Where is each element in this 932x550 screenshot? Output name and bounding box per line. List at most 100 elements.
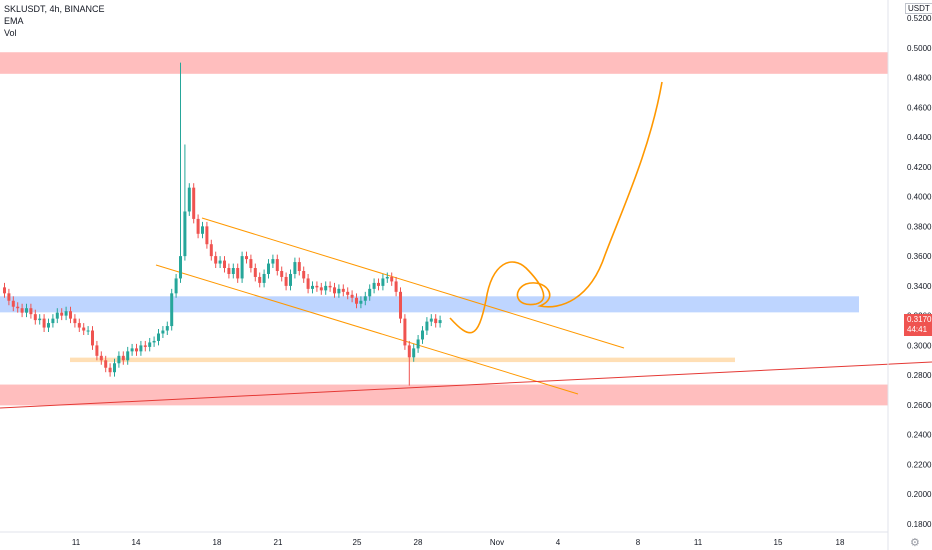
time-tick-label: 28 (414, 538, 423, 547)
candle-body (302, 271, 306, 279)
candle-body (319, 287, 323, 291)
candle-body (377, 282, 380, 286)
candle-body (284, 276, 288, 286)
candle-body (385, 276, 389, 279)
candle-body (179, 256, 182, 279)
candle-body (69, 311, 72, 319)
candle-body (7, 293, 11, 301)
candle-body (438, 320, 442, 324)
candle-body (249, 259, 253, 269)
candle-body (77, 323, 81, 328)
time-tick-label: 11 (72, 538, 81, 547)
price-tick-label: 0.4200 (907, 163, 932, 172)
ascending-trend-line (0, 361, 932, 409)
candle-body (104, 360, 108, 368)
candle-body (394, 281, 398, 292)
currency-label[interactable]: USDT (905, 3, 932, 14)
price-tick-label: 0.2400 (907, 431, 932, 440)
candle-body (183, 211, 187, 257)
candle-body (11, 300, 15, 307)
candle-body (434, 318, 438, 324)
candle-body (267, 263, 270, 274)
candle-body (174, 278, 178, 294)
price-tick-label: 0.3000 (907, 341, 932, 350)
candle-body (135, 348, 138, 352)
candle-body (152, 340, 156, 343)
chart-legend: SKLUSDT, 4h, BINANCE EMA Vol (4, 3, 105, 39)
candle-body (139, 345, 143, 352)
candle-body (99, 355, 103, 361)
candle-body (293, 262, 297, 274)
candle-body (214, 256, 218, 264)
candle-body (363, 296, 367, 301)
gear-icon[interactable]: ⚙ (910, 537, 920, 549)
candle-body (55, 312, 59, 319)
price-tick-label: 0.2200 (907, 460, 932, 469)
price-tick-label: 0.2000 (907, 490, 932, 499)
candle-body (20, 308, 24, 313)
time-tick-label: 8 (636, 538, 641, 547)
candle-body (368, 288, 372, 297)
zone-support-line (70, 357, 735, 363)
candle-body (399, 291, 402, 319)
time-tick-label: 18 (836, 538, 845, 547)
candle-body (187, 187, 191, 212)
candle-body (29, 308, 33, 315)
candle-body (64, 311, 68, 316)
candle-body (416, 339, 420, 349)
price-tick-label: 0.2800 (907, 371, 932, 380)
candle-body (311, 285, 314, 289)
candle-body (297, 262, 301, 271)
candle-body (359, 300, 363, 304)
candle-body (240, 256, 244, 279)
candle-body (121, 355, 125, 361)
candle-body (16, 306, 20, 309)
vol-indicator-label[interactable]: Vol (4, 28, 17, 38)
projected-path (449, 81, 663, 334)
time-tick-label: 25 (353, 538, 362, 547)
candle-body (421, 330, 424, 340)
candle-body (275, 259, 279, 271)
time-tick-label: Nov (490, 538, 504, 547)
candle-body (51, 318, 55, 324)
time-tick-label: 21 (274, 538, 283, 547)
candle-body (412, 348, 416, 358)
ema-indicator-label[interactable]: EMA (4, 16, 24, 26)
time-tick-label: 11 (694, 538, 703, 547)
candle-body (161, 330, 165, 334)
candle-body (341, 288, 345, 292)
candle-body (201, 226, 204, 234)
symbol-title: SKLUSDT, 4h, BINANCE (4, 4, 105, 14)
candle-body (271, 259, 275, 264)
candle-body (113, 363, 116, 373)
candle-body (306, 278, 310, 289)
candle-body (25, 308, 28, 313)
candle-body (337, 288, 341, 294)
candle-body (148, 342, 152, 347)
candle-body (126, 351, 130, 361)
time-tick-label: 18 (213, 538, 222, 547)
zone-support (0, 384, 888, 406)
candle-body (425, 321, 429, 331)
candle-body (324, 285, 328, 291)
candle-body (350, 294, 354, 298)
drawings-layer (0, 81, 932, 409)
candle-body (236, 268, 240, 279)
candle-body (3, 287, 6, 294)
candle-body (253, 268, 257, 277)
time-tick-label: 14 (132, 538, 141, 547)
candle-body (223, 260, 226, 269)
candle-body (38, 318, 42, 321)
candles-layer (3, 62, 442, 386)
candle-body (170, 293, 174, 327)
candle-body (143, 345, 147, 347)
candle-body (47, 323, 50, 328)
price-tick-label: 0.5000 (907, 44, 932, 53)
candle-body (315, 285, 319, 288)
price-tick-label: 0.3800 (907, 222, 932, 231)
candle-body (218, 260, 222, 264)
candle-body (209, 244, 213, 257)
candle-body (117, 355, 121, 364)
candle-body (333, 287, 336, 294)
